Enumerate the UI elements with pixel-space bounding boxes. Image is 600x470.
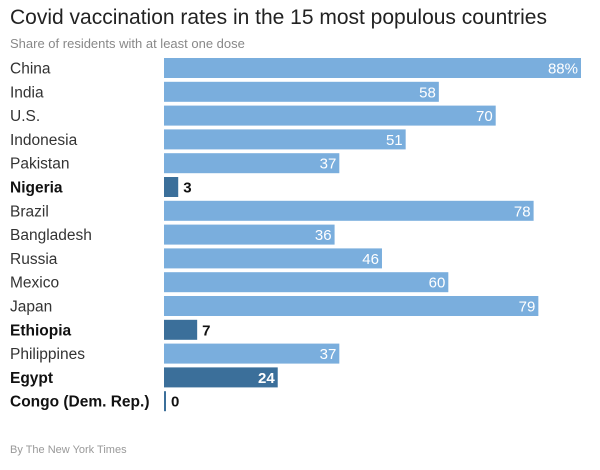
bar-china: [164, 58, 581, 78]
value-label-congo-dem-rep: 0: [171, 394, 179, 411]
bar-mexico: [164, 272, 449, 293]
category-label-russia: Russia: [10, 251, 58, 268]
bar-bangladesh: [164, 224, 335, 245]
bar-india: [164, 81, 439, 102]
value-label-u-s: 70: [476, 108, 493, 125]
value-label-indonesia: 51: [386, 132, 403, 149]
value-label-egypt: 24: [258, 370, 275, 387]
value-label-nigeria: 3: [183, 180, 191, 197]
value-label-ethiopia: 7: [202, 322, 210, 339]
category-label-bangladesh: Bangladesh: [10, 227, 92, 244]
bar-indonesia: [164, 129, 406, 150]
value-label-brazil: 78: [514, 203, 531, 220]
value-label-mexico: 60: [429, 275, 446, 292]
chart-title: Covid vaccination rates in the 15 most p…: [10, 6, 547, 29]
category-label-india: India: [10, 84, 44, 101]
value-label-pakistan: 37: [320, 156, 337, 173]
bar-russia: [164, 248, 382, 269]
category-label-japan: Japan: [10, 299, 52, 316]
category-label-egypt: Egypt: [10, 370, 53, 387]
value-label-philippines: 37: [320, 346, 337, 363]
value-label-bangladesh: 36: [315, 227, 332, 244]
bar-japan: [164, 296, 539, 316]
category-label-pakistan: Pakistan: [10, 156, 69, 173]
value-label-russia: 46: [362, 251, 379, 268]
category-label-congo-dem-rep: Congo (Dem. Rep.): [10, 394, 150, 411]
value-label-india: 58: [419, 84, 436, 101]
value-label-japan: 79: [519, 299, 536, 316]
credit-line: By The New York Times: [10, 444, 127, 456]
bar-brazil: [164, 200, 534, 221]
value-label-china: 88%: [548, 61, 578, 78]
bar-ethiopia: [164, 319, 198, 340]
category-label-ethiopia: Ethiopia: [10, 322, 72, 339]
bar-pakistan: [164, 153, 340, 174]
bar-congo-dem-rep: [164, 391, 166, 412]
bar-egypt: [164, 367, 278, 388]
category-label-brazil: Brazil: [10, 203, 49, 220]
category-label-u-s: U.S.: [10, 108, 40, 125]
bar-u-s: [164, 105, 496, 126]
category-label-mexico: Mexico: [10, 275, 59, 292]
bar-nigeria: [164, 177, 179, 197]
bar-philippines: [164, 343, 340, 364]
category-label-china: China: [10, 61, 51, 78]
category-label-indonesia: Indonesia: [10, 132, 78, 149]
chart-subtitle: Share of residents with at least one dos…: [10, 36, 245, 51]
category-label-philippines: Philippines: [10, 346, 85, 363]
category-label-nigeria: Nigeria: [10, 180, 63, 197]
